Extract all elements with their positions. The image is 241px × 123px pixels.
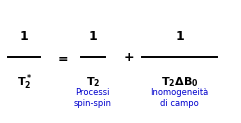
Text: $\mathbf{1}$: $\mathbf{1}$	[175, 30, 184, 43]
Text: $\mathbf{+}$: $\mathbf{+}$	[123, 51, 134, 64]
Text: Inomogeneità
di campo: Inomogeneità di campo	[150, 88, 209, 108]
Text: $\mathbf{1}$: $\mathbf{1}$	[88, 30, 98, 43]
Text: $\mathbf{T_2\Delta B_0}$: $\mathbf{T_2\Delta B_0}$	[161, 76, 198, 89]
Text: $\mathbf{T_2}$: $\mathbf{T_2}$	[86, 76, 100, 89]
Text: $\mathbf{=}$: $\mathbf{=}$	[55, 51, 68, 64]
Text: Processi
spin-spin: Processi spin-spin	[74, 88, 112, 108]
Text: $\mathbf{T_2^*}$: $\mathbf{T_2^*}$	[17, 73, 32, 92]
Text: $\mathbf{1}$: $\mathbf{1}$	[19, 30, 29, 43]
